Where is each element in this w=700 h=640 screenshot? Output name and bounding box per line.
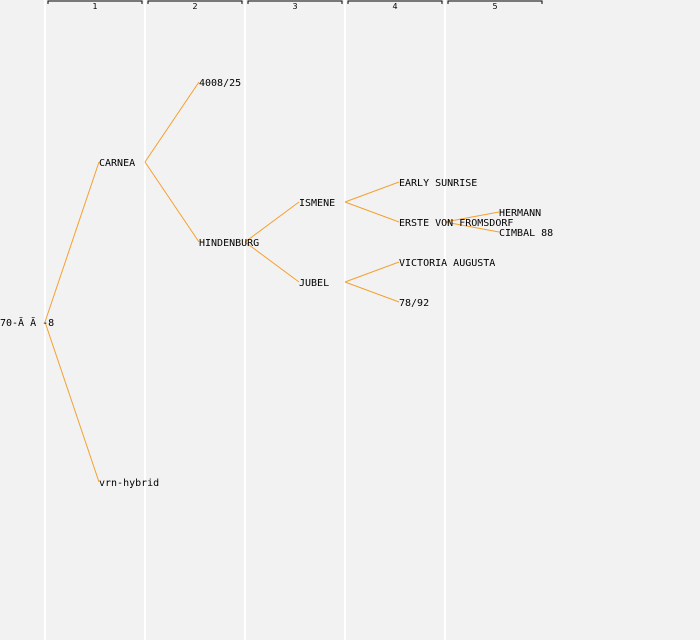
pedigree-node-jubel[interactable]: JUBEL: [299, 278, 329, 289]
pedigree-node-root[interactable]: 70-Ă Ă -8: [0, 316, 54, 329]
generation-label: 2: [192, 2, 197, 11]
pedigree-node-ismene[interactable]: ISMENE: [299, 198, 335, 209]
generation-label: 4: [392, 2, 397, 11]
pedigree-node-vrn[interactable]: vrn-hybrid: [99, 478, 159, 489]
pedigree-node-victoria[interactable]: VICTORIA AUGUSTA: [399, 258, 495, 269]
generation-bracket: [147, 0, 243, 4]
pedigree-edge: [244, 201, 300, 243]
generation-columns: 1 2 3 4 5: [44, 0, 543, 640]
pedigree-edge: [344, 181, 400, 203]
generation-bracket: [447, 0, 543, 4]
pedigree-node-erste[interactable]: ERSTE VON FROMSDORF: [399, 218, 513, 229]
generation-bracket: [47, 0, 143, 4]
pedigree-node-hind[interactable]: HINDENBURG: [199, 238, 259, 249]
pedigree-node-early[interactable]: EARLY SUNRISE: [399, 178, 477, 189]
generation-label: 1: [92, 2, 97, 11]
pedigree-node-carnea[interactable]: CARNEA: [99, 158, 135, 169]
pedigree-nodes: 70-Ă Ă -8 CARNEA vrn-hybrid 4008/25 HINDENBU…: [0, 78, 553, 489]
pedigree-node-n7892[interactable]: 78/92: [399, 298, 429, 309]
pedigree-node-n4008[interactable]: 4008/25: [199, 78, 241, 89]
generation-bracket: [247, 0, 343, 4]
pedigree-node-cimbal[interactable]: CIMBAL 88: [499, 228, 553, 239]
pedigree-edges: [44, 81, 500, 483]
generation-label: 3: [292, 2, 297, 11]
pedigree-edge: [144, 161, 200, 243]
pedigree-edge: [344, 261, 400, 283]
pedigree-edge: [344, 201, 400, 223]
pedigree-node-hermann[interactable]: HERMANN: [499, 208, 541, 219]
pedigree-edge: [244, 241, 300, 283]
pedigree-edge: [344, 281, 400, 303]
pedigree-edge: [444, 211, 500, 223]
pedigree-edge: [144, 81, 200, 163]
pedigree-edge: [44, 161, 100, 323]
pedigree-edge: [444, 221, 500, 233]
generation-bracket: [347, 0, 443, 4]
pedigree-edge: [44, 321, 100, 483]
generation-label: 5: [492, 2, 497, 11]
